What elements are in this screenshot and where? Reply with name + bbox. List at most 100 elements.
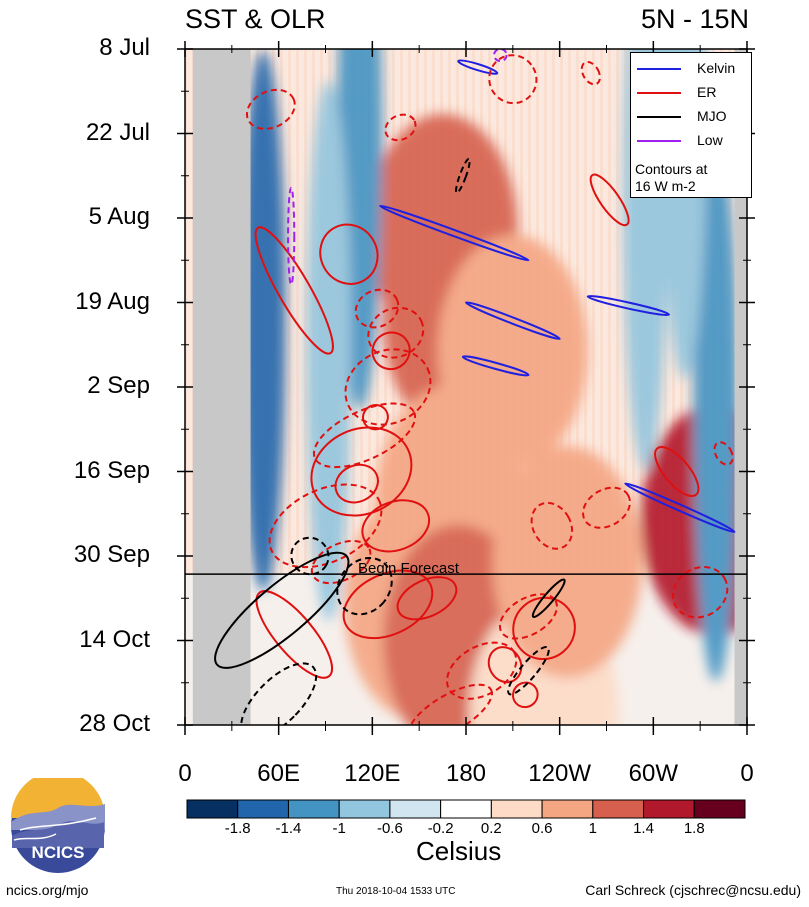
footer-author: Carl Schreck (cjschrec@ncsu.edu) (585, 882, 801, 898)
er-contour-solid (654, 446, 700, 497)
legend-item-kelvin: Kelvin (631, 59, 751, 79)
er-contour-dashed (384, 113, 417, 142)
colorbar-tick-label: -0.6 (376, 820, 403, 837)
er-contour-dashed (245, 88, 296, 130)
sst-cool-anomaly (306, 80, 352, 622)
kelvin-contour (457, 59, 499, 75)
colorbar-tick-label: 0.2 (480, 820, 502, 837)
x-tick-label: 60W (628, 760, 678, 787)
low-contour (493, 49, 508, 63)
legend-item-er: ER (631, 83, 751, 103)
er-contour-solid (487, 646, 523, 684)
legend-swatch-kelvin (637, 68, 681, 70)
x-tick-label: 60E (257, 760, 300, 787)
er-contour-dashed (344, 348, 432, 426)
forecast-label: Begin Forecast (358, 560, 459, 577)
er-contour-dashed (713, 441, 734, 466)
legend-note-line2: 16 W m-2 (635, 178, 696, 194)
kelvin-contour (586, 295, 670, 317)
er-contour-dashed (312, 402, 417, 469)
er-contour-solid (396, 576, 458, 621)
er-contour-solid (512, 596, 576, 661)
mjo-contour-dashed (336, 557, 393, 616)
er-contour-solid (342, 569, 434, 640)
legend-item-low: Low (631, 131, 751, 151)
legend-label-low: Low (697, 132, 723, 148)
x-tick-label: 120W (528, 760, 591, 787)
er-contour-dashed (268, 483, 383, 569)
er-contour-dashed (498, 593, 558, 640)
legend-note: Contours at 16 W m-2 (635, 161, 707, 195)
low-contour (287, 186, 296, 286)
er-contour-dashed (310, 539, 372, 585)
er-contour-dashed (407, 683, 493, 725)
er-contour-dashed (445, 641, 518, 700)
footer-timestamp: Thu 2018-10-04 1533 UTC (336, 886, 456, 897)
x-tick-label: 0 (740, 760, 754, 787)
kelvin-contour (379, 204, 530, 262)
y-tick-label: 22 Jul (85, 118, 150, 146)
x-tick-label: 120E (344, 760, 401, 787)
y-tick-label: 2 Sep (87, 372, 150, 399)
mjo-contour-dashed (455, 157, 471, 194)
sst-cool-anomaly (693, 140, 739, 682)
colorbar-unit: Celsius (416, 836, 502, 866)
y-tick-label: 16 Sep (73, 456, 150, 484)
er-contour-dashed (367, 306, 425, 359)
legend-item-mjo: MJO (631, 107, 751, 127)
x-tick-label: 180 (445, 760, 487, 787)
footer-website: ncics.org/mjo (6, 882, 89, 898)
chart-subtitle: 5N - 15N (640, 4, 749, 34)
mjo-contour-dashed (507, 646, 550, 696)
mjo-contour-solid (214, 551, 350, 669)
er-contour-solid (334, 463, 379, 504)
er-contour-solid (361, 499, 431, 553)
legend-label-kelvin: Kelvin (697, 60, 736, 76)
colorbar-tick-label: -1.4 (275, 820, 302, 837)
er-contour-dashed (354, 288, 400, 329)
land-mask (192, 49, 251, 725)
kelvin-contour (461, 355, 530, 377)
legend-label-er: ER (697, 84, 717, 100)
logo-text: NCICS (32, 843, 85, 862)
er-contour-solid (589, 173, 630, 227)
kelvin-contour (464, 301, 561, 340)
colorbar-tick-label: 1 (588, 820, 597, 837)
er-contour-solid (254, 226, 334, 355)
er-contour-solid (436, 724, 459, 725)
y-tick-label: 19 Aug (75, 287, 150, 315)
kelvin-contour (624, 482, 736, 534)
legend-label-mjo: MJO (697, 108, 727, 124)
mjo-contour-solid (531, 578, 566, 618)
er-contour-solid (512, 681, 539, 709)
y-tick-label: 30 Sep (73, 541, 150, 568)
colorbar-tick-label: 0.6 (531, 820, 553, 837)
colorbar-tick-label: -0.2 (427, 820, 454, 837)
legend-swatch-low (637, 140, 681, 142)
legend-swatch-er (637, 92, 681, 94)
er-contour-dashed (582, 486, 631, 529)
sst-cool-anomaly (240, 50, 286, 592)
er-contour-solid (310, 426, 413, 517)
er-contour-solid (255, 590, 334, 679)
colorbar-tick-label: -1 (332, 820, 346, 837)
legend-swatch-mjo (637, 116, 681, 118)
ncics-logo: NCICS (11, 778, 105, 873)
x-tick-label: 0 (178, 760, 192, 787)
er-contour-dashed (580, 60, 601, 86)
er-contour-dashed (672, 566, 729, 619)
sst-warm-anomaly (437, 234, 588, 467)
colorbar-tick-label: 1.4 (633, 820, 654, 837)
y-tick-label: 28 Oct (79, 710, 150, 737)
colorbar-tick-label: 1.8 (683, 820, 705, 837)
chart-title: SST & OLR (185, 4, 326, 34)
er-contour-solid (371, 331, 411, 371)
legend-note-line1: Contours at (635, 161, 708, 177)
legend: Kelvin ER MJO Low Contours at 16 W m-2 (630, 52, 752, 198)
y-tick-label: 5 Aug (88, 203, 150, 230)
y-tick-label: 8 Jul (99, 34, 150, 61)
mjo-contour-dashed (240, 662, 318, 725)
y-tick-label: 14 Oct (79, 625, 150, 653)
sst-warm-anomaly (492, 446, 643, 678)
